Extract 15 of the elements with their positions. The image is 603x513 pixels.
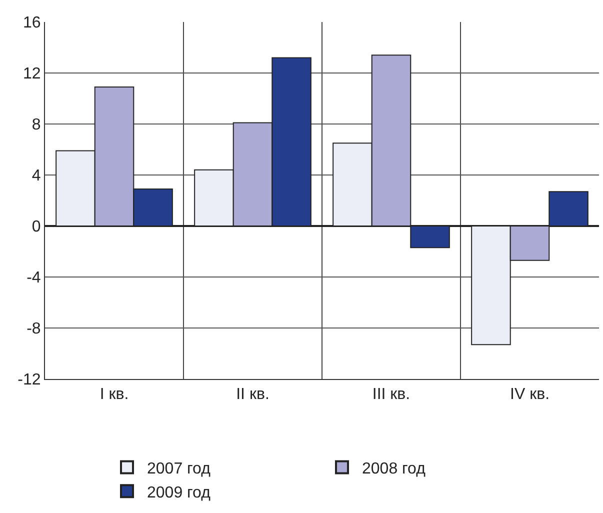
legend-label: 2008 год (362, 460, 426, 478)
x-tick-label: IV кв. (510, 386, 550, 404)
x-tick-label: III кв. (372, 386, 410, 404)
legend-label: 2009 год (147, 484, 212, 502)
y-tick-label: -4 (26, 270, 41, 287)
x-tick-label: I кв. (100, 386, 129, 404)
legend-label: 2007 год (147, 460, 212, 478)
y-tick-label: 8 (32, 116, 41, 134)
y-tick-label: -12 (18, 372, 41, 389)
y-tick-label: 0 (32, 218, 41, 236)
y-tick-label: 4 (32, 168, 41, 185)
y-tick-label: 16 (23, 14, 41, 32)
y-tick-label: -8 (26, 320, 41, 338)
x-tick-label: II кв. (236, 386, 270, 404)
y-tick-label: 12 (23, 66, 41, 83)
